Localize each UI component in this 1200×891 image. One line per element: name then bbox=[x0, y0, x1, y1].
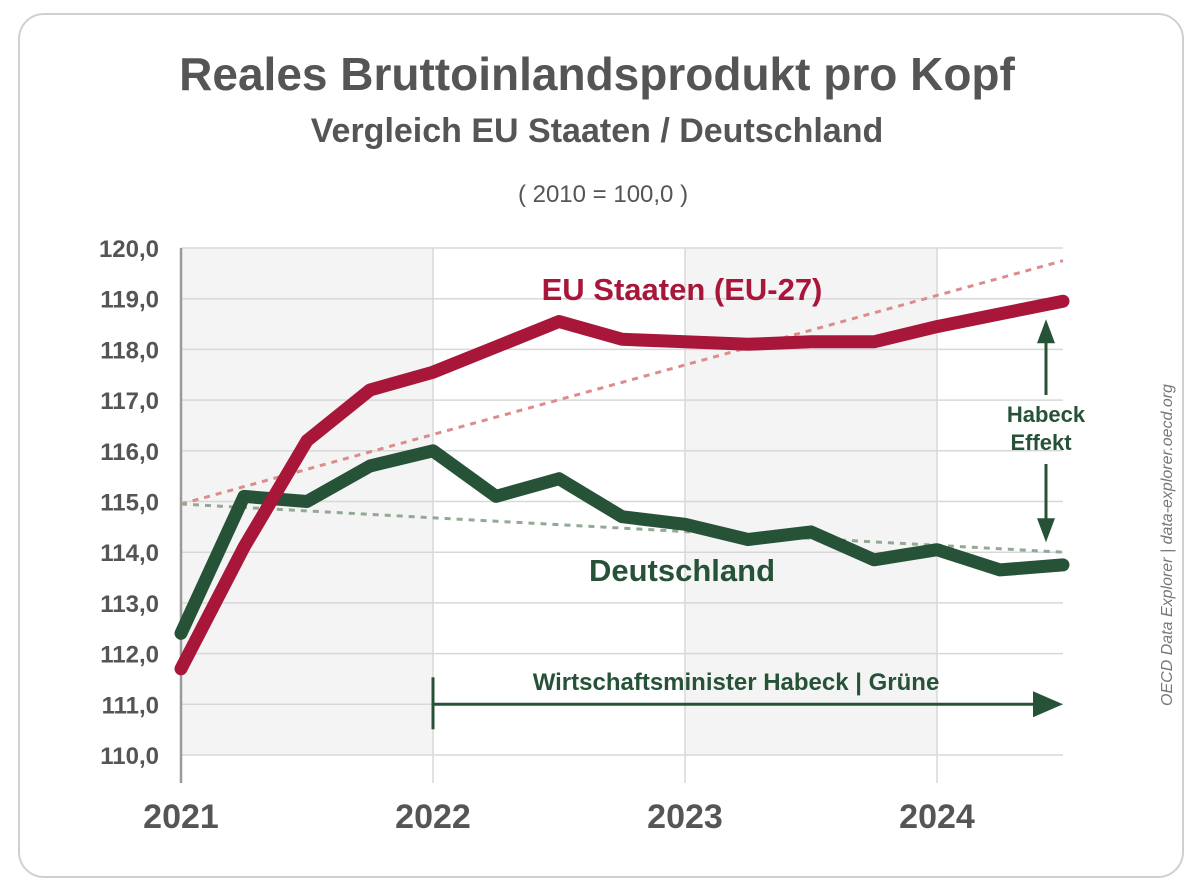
y-tick-label: 117,0 bbox=[100, 388, 159, 415]
effect-arrow-up-head bbox=[1037, 319, 1055, 344]
series-line-eu bbox=[174, 294, 1070, 676]
series-line-deutschland bbox=[174, 444, 1070, 640]
x-tick-label: 2022 bbox=[395, 798, 471, 836]
y-tick-label: 110,0 bbox=[100, 743, 159, 770]
eu-series-label: EU Staaten (EU-27) bbox=[542, 272, 823, 307]
x-tick-label: 2021 bbox=[143, 798, 219, 836]
source-note: OECD Data Explorer | data-explorer.oecd.… bbox=[1159, 384, 1176, 706]
trend-line-0 bbox=[180, 259, 1064, 506]
trend-line-1 bbox=[180, 502, 1064, 554]
effect-arrows bbox=[1037, 319, 1055, 543]
y-tick-label: 118,0 bbox=[100, 337, 159, 364]
y-tick-label: 112,0 bbox=[100, 642, 159, 669]
x-tick-label: 2023 bbox=[647, 798, 723, 836]
effect-arrow-down-head bbox=[1037, 518, 1055, 543]
period-arrow-head bbox=[1033, 691, 1063, 718]
y-tick-label: 111,0 bbox=[102, 692, 159, 719]
y-tick-label: 120,0 bbox=[99, 236, 159, 263]
chart-subtitle: Vergleich EU Staaten / Deutschland bbox=[311, 112, 884, 150]
y-tick-label: 119,0 bbox=[100, 287, 159, 314]
y-tick-label: 114,0 bbox=[100, 540, 159, 567]
chart-title: Reales Bruttoinlandsprodukt pro Kopf bbox=[179, 48, 1015, 100]
chart-note: ( 2010 = 100,0 ) bbox=[518, 181, 688, 208]
y-tick-label: 115,0 bbox=[100, 490, 159, 517]
x-axis-tick-labels: 2021 2022 2023 2024 bbox=[143, 798, 975, 836]
de-series-label: Deutschland bbox=[589, 553, 775, 588]
x-tick-label: 2024 bbox=[899, 798, 975, 836]
trend-lines bbox=[180, 259, 1064, 554]
grid-lines bbox=[179, 247, 1063, 783]
period-label: Wirtschaftsminister Habeck | Grüne bbox=[533, 669, 940, 696]
period-arrow bbox=[431, 677, 1063, 730]
y-tick-label: 113,0 bbox=[100, 591, 159, 618]
effect-label-line1: Habeck bbox=[1007, 402, 1086, 427]
y-tick-label: 116,0 bbox=[100, 439, 159, 466]
effect-label-line2: Effekt bbox=[1010, 430, 1072, 455]
series-lines bbox=[174, 294, 1070, 676]
y-axis-tick-labels: 110,0 111,0 112,0 113,0 114,0 115,0 116,0 117,0… bbox=[99, 236, 159, 770]
